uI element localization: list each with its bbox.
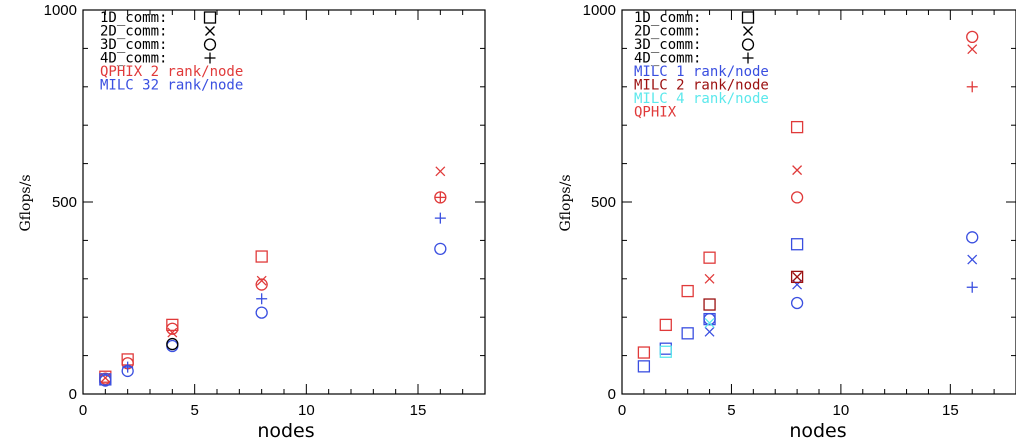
series-8 — [967, 282, 978, 293]
data-point — [435, 243, 446, 254]
data-point — [793, 166, 802, 175]
series-5 — [638, 239, 802, 372]
data-point — [256, 251, 267, 262]
data-point — [705, 327, 714, 336]
data-point — [682, 286, 693, 297]
legend-entry-series: MILC 32 rank/node — [100, 78, 243, 94]
data-point — [705, 274, 714, 283]
data-point — [660, 343, 671, 354]
legend-plus-marker — [743, 53, 754, 64]
data-point — [256, 307, 267, 318]
y-tick-label: 500 — [52, 194, 77, 211]
data-point — [682, 328, 693, 339]
series-3 — [792, 31, 978, 203]
x-tick-label: 10 — [298, 402, 315, 419]
data-point — [967, 81, 978, 92]
series-10 — [793, 272, 802, 281]
series-3 — [100, 192, 446, 384]
x-tick-label: 5 — [727, 402, 735, 419]
series-1 — [638, 122, 802, 358]
y-axis-title: Gflops/s — [558, 175, 574, 232]
legend: 1D_comm:2D_comm:3D_comm:4D_comm:MILC 1 r… — [634, 10, 769, 121]
data-point — [704, 299, 715, 310]
x-tick-label: 5 — [190, 402, 198, 419]
legend-plus-marker — [205, 53, 216, 64]
series-9 — [704, 271, 803, 310]
data-point — [435, 213, 446, 224]
data-point — [793, 280, 802, 289]
x-tick-label: 0 — [618, 402, 626, 419]
x-tick-label: 15 — [942, 402, 959, 419]
series-6 — [705, 255, 977, 336]
x-tick-label: 0 — [79, 402, 87, 419]
x-axis-title: nodes — [257, 420, 314, 442]
data-point — [967, 31, 978, 42]
y-tick-label: 1000 — [44, 2, 77, 19]
chart-panel-2: 0 5 10 15 0 500 1000 nodes Gflops/s 1D_comm:2D_co… — [558, 2, 1016, 442]
data-point — [792, 239, 803, 250]
series-7 — [704, 232, 978, 325]
data-point — [436, 167, 445, 176]
series-11 — [660, 346, 671, 357]
data-point — [967, 232, 978, 243]
y-tick-label: 0 — [69, 386, 77, 403]
chart-panel-1: 0 5 10 15 0 500 1000 nodes Gflops/s 1D_comm:2D_co… — [18, 2, 485, 442]
legend-square-marker — [205, 12, 216, 23]
series-2 — [101, 167, 445, 383]
y-tick-label: 1000 — [583, 2, 616, 19]
legend-square-marker — [743, 12, 754, 23]
series-7 — [100, 243, 446, 386]
legend-cross-marker — [206, 27, 215, 36]
y-tick-label: 0 — [608, 386, 616, 403]
data-point — [660, 319, 671, 330]
legend-cross-marker — [744, 27, 753, 36]
y-axis-title: Gflops/s — [18, 175, 34, 232]
data-point — [792, 192, 803, 203]
series-6 — [122, 213, 446, 373]
legend-circle-marker — [743, 39, 754, 50]
x-tick-label: 10 — [833, 402, 850, 419]
data-point — [792, 122, 803, 133]
data-point — [638, 347, 649, 358]
legend-entry-series: QPHIX — [634, 105, 677, 121]
y-tick-label: 500 — [591, 194, 616, 211]
data-point — [638, 361, 649, 372]
data-point — [660, 346, 671, 357]
series-1 — [100, 251, 267, 382]
x-tick-label: 15 — [410, 402, 427, 419]
legend: 1D_comm:2D_comm:3D_comm:4D_comm:QPHIX 2 … — [100, 10, 243, 94]
data-point — [704, 252, 715, 263]
data-point — [967, 282, 978, 293]
legend-circle-marker — [205, 39, 216, 50]
series-4 — [967, 81, 978, 92]
data-point — [968, 45, 977, 54]
data-point — [256, 293, 267, 304]
data-point — [792, 297, 803, 308]
data-point — [793, 272, 802, 281]
data-point — [968, 255, 977, 264]
x-axis-title: nodes — [789, 420, 846, 442]
